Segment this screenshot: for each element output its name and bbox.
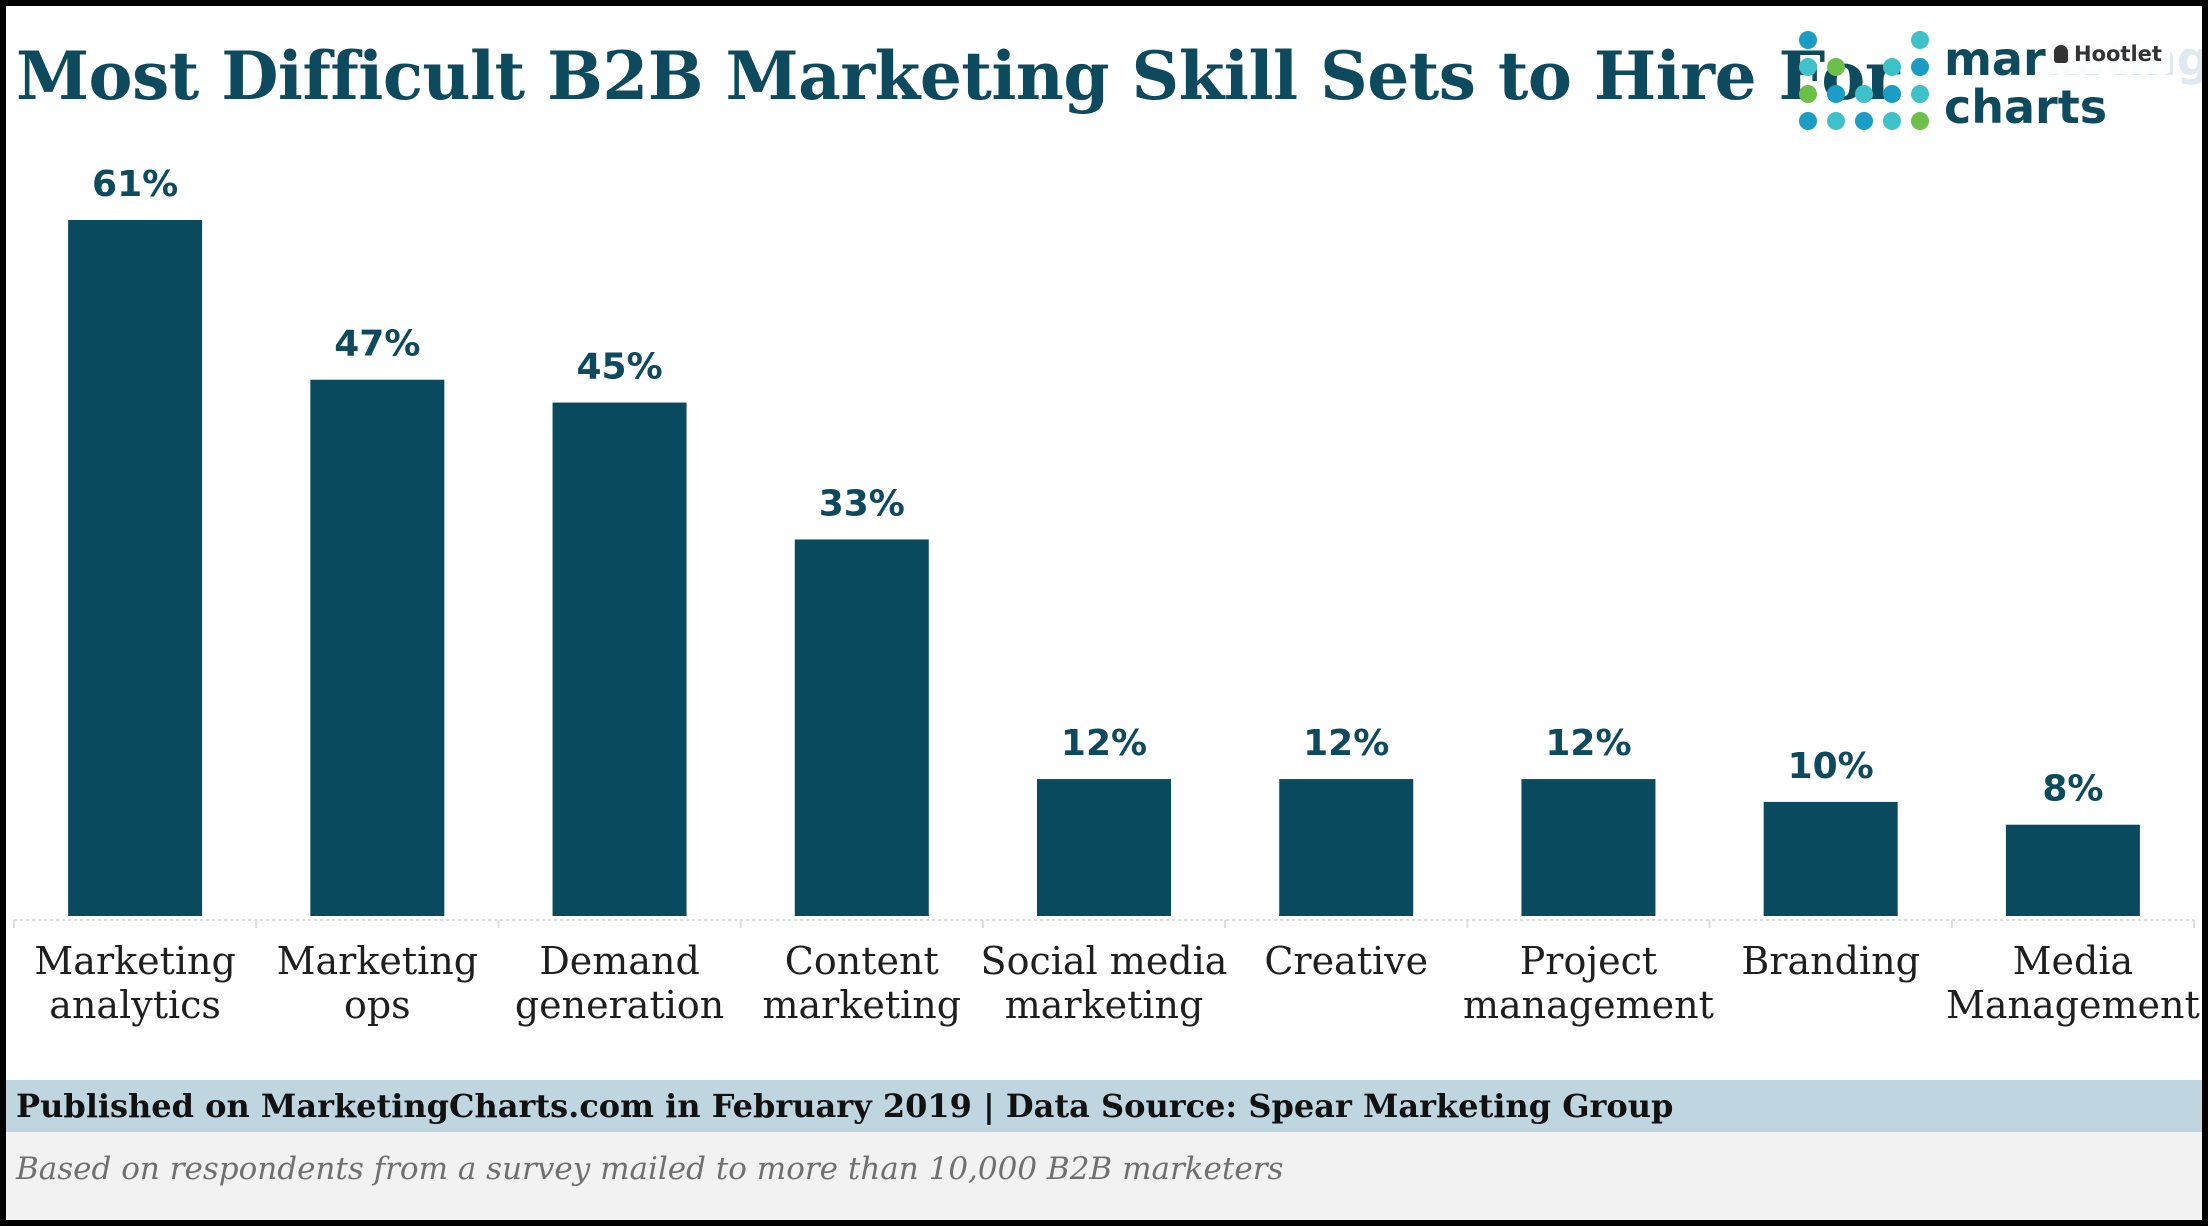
bar-4 <box>794 539 929 916</box>
chart-title: Most Difficult B2B Marketing Skill Sets … <box>16 37 1900 115</box>
category-label-line: generation <box>515 983 724 1027</box>
logo-dot <box>1855 85 1873 103</box>
bar-8 <box>1763 801 1898 916</box>
bar-6 <box>1279 779 1414 916</box>
data-label-2: 47% <box>334 324 420 365</box>
logo-dot <box>1855 112 1873 130</box>
logo-dot <box>1883 58 1901 76</box>
category-label-line: Marketing <box>34 939 235 983</box>
logo-word-visible: mar <box>1944 32 2046 86</box>
category-label-line: Social media <box>981 939 1228 983</box>
logo-dot <box>1827 85 1845 103</box>
bar-3 <box>552 402 687 916</box>
logo-dot <box>1799 31 1817 49</box>
category-label-line: analytics <box>49 983 221 1027</box>
category-label-6: Creative <box>1264 939 1428 983</box>
logo-dot <box>1799 112 1817 130</box>
category-label-line: marketing <box>1005 983 1204 1027</box>
category-label-4: Content marketing <box>762 939 961 1027</box>
category-label-line: Creative <box>1264 939 1428 983</box>
logo-dot <box>1883 112 1901 130</box>
bar-7 <box>1521 779 1656 916</box>
category-label-line: Demand <box>539 939 699 983</box>
hootlet-button[interactable]: Hootlet <box>2046 34 2170 74</box>
category-label-line: Management <box>1946 983 2200 1027</box>
category-label-7: Project management <box>1463 939 1714 1027</box>
category-label-line: management <box>1463 983 1714 1027</box>
category-label-5: Social media marketing <box>981 939 1228 1027</box>
data-label-6: 12% <box>1303 723 1389 764</box>
category-label-line: Marketing <box>277 939 478 983</box>
category-label-line: Content <box>785 939 939 983</box>
category-label-3: Demand generation <box>515 939 724 1027</box>
logo-dot <box>1799 58 1817 76</box>
logo-word-line2: charts <box>1944 80 2108 134</box>
logo-dot <box>1911 112 1929 130</box>
logo-dot <box>1911 85 1929 103</box>
data-label-4: 33% <box>819 483 905 524</box>
data-label-7: 12% <box>1545 723 1631 764</box>
data-label-8: 10% <box>1788 746 1874 787</box>
category-label-2: Marketing ops <box>277 939 478 1027</box>
data-label-5: 12% <box>1061 723 1147 764</box>
bar-1 <box>68 220 203 916</box>
category-label-9: Media Management <box>1946 939 2200 1027</box>
bar-9 <box>2005 824 2140 916</box>
logo-dot <box>1911 31 1929 49</box>
source-footer: Published on MarketingCharts.com in Febr… <box>6 1080 2202 1132</box>
logo-dot <box>1883 85 1901 103</box>
hootlet-label: Hootlet <box>2074 42 2162 66</box>
category-label-line: Branding <box>1741 939 1920 983</box>
logo-dot <box>1799 85 1817 103</box>
logo-dot <box>1827 58 1845 76</box>
category-label-line: Media <box>2013 939 2134 983</box>
note-text: Based on respondents from a survey maile… <box>16 1151 1284 1187</box>
category-label-1: Marketing analytics <box>34 939 235 1027</box>
bar-5 <box>1037 779 1171 916</box>
owl-icon <box>2054 45 2068 63</box>
category-label-line: Project <box>1520 939 1657 983</box>
bar-2 <box>310 379 445 917</box>
data-label-9: 8% <box>2042 769 2103 810</box>
marketingcharts-logo: marketing charts Hootlet <box>1796 26 2202 136</box>
logo-dot <box>1827 112 1845 130</box>
chart-frame: Most Difficult B2B Marketing Skill Sets … <box>6 6 2202 1220</box>
logo-dot <box>1911 58 1929 76</box>
category-label-line: ops <box>344 983 411 1027</box>
data-label-1: 61% <box>92 164 178 205</box>
source-text: Published on MarketingCharts.com in Febr… <box>16 1087 1674 1125</box>
category-label-line: marketing <box>762 983 961 1027</box>
dot-grid-logo-icon <box>1799 31 1929 130</box>
methodology-note: Based on respondents from a survey maile… <box>6 1132 2202 1220</box>
data-label-3: 45% <box>576 347 662 388</box>
category-label-8: Branding <box>1741 939 1920 983</box>
